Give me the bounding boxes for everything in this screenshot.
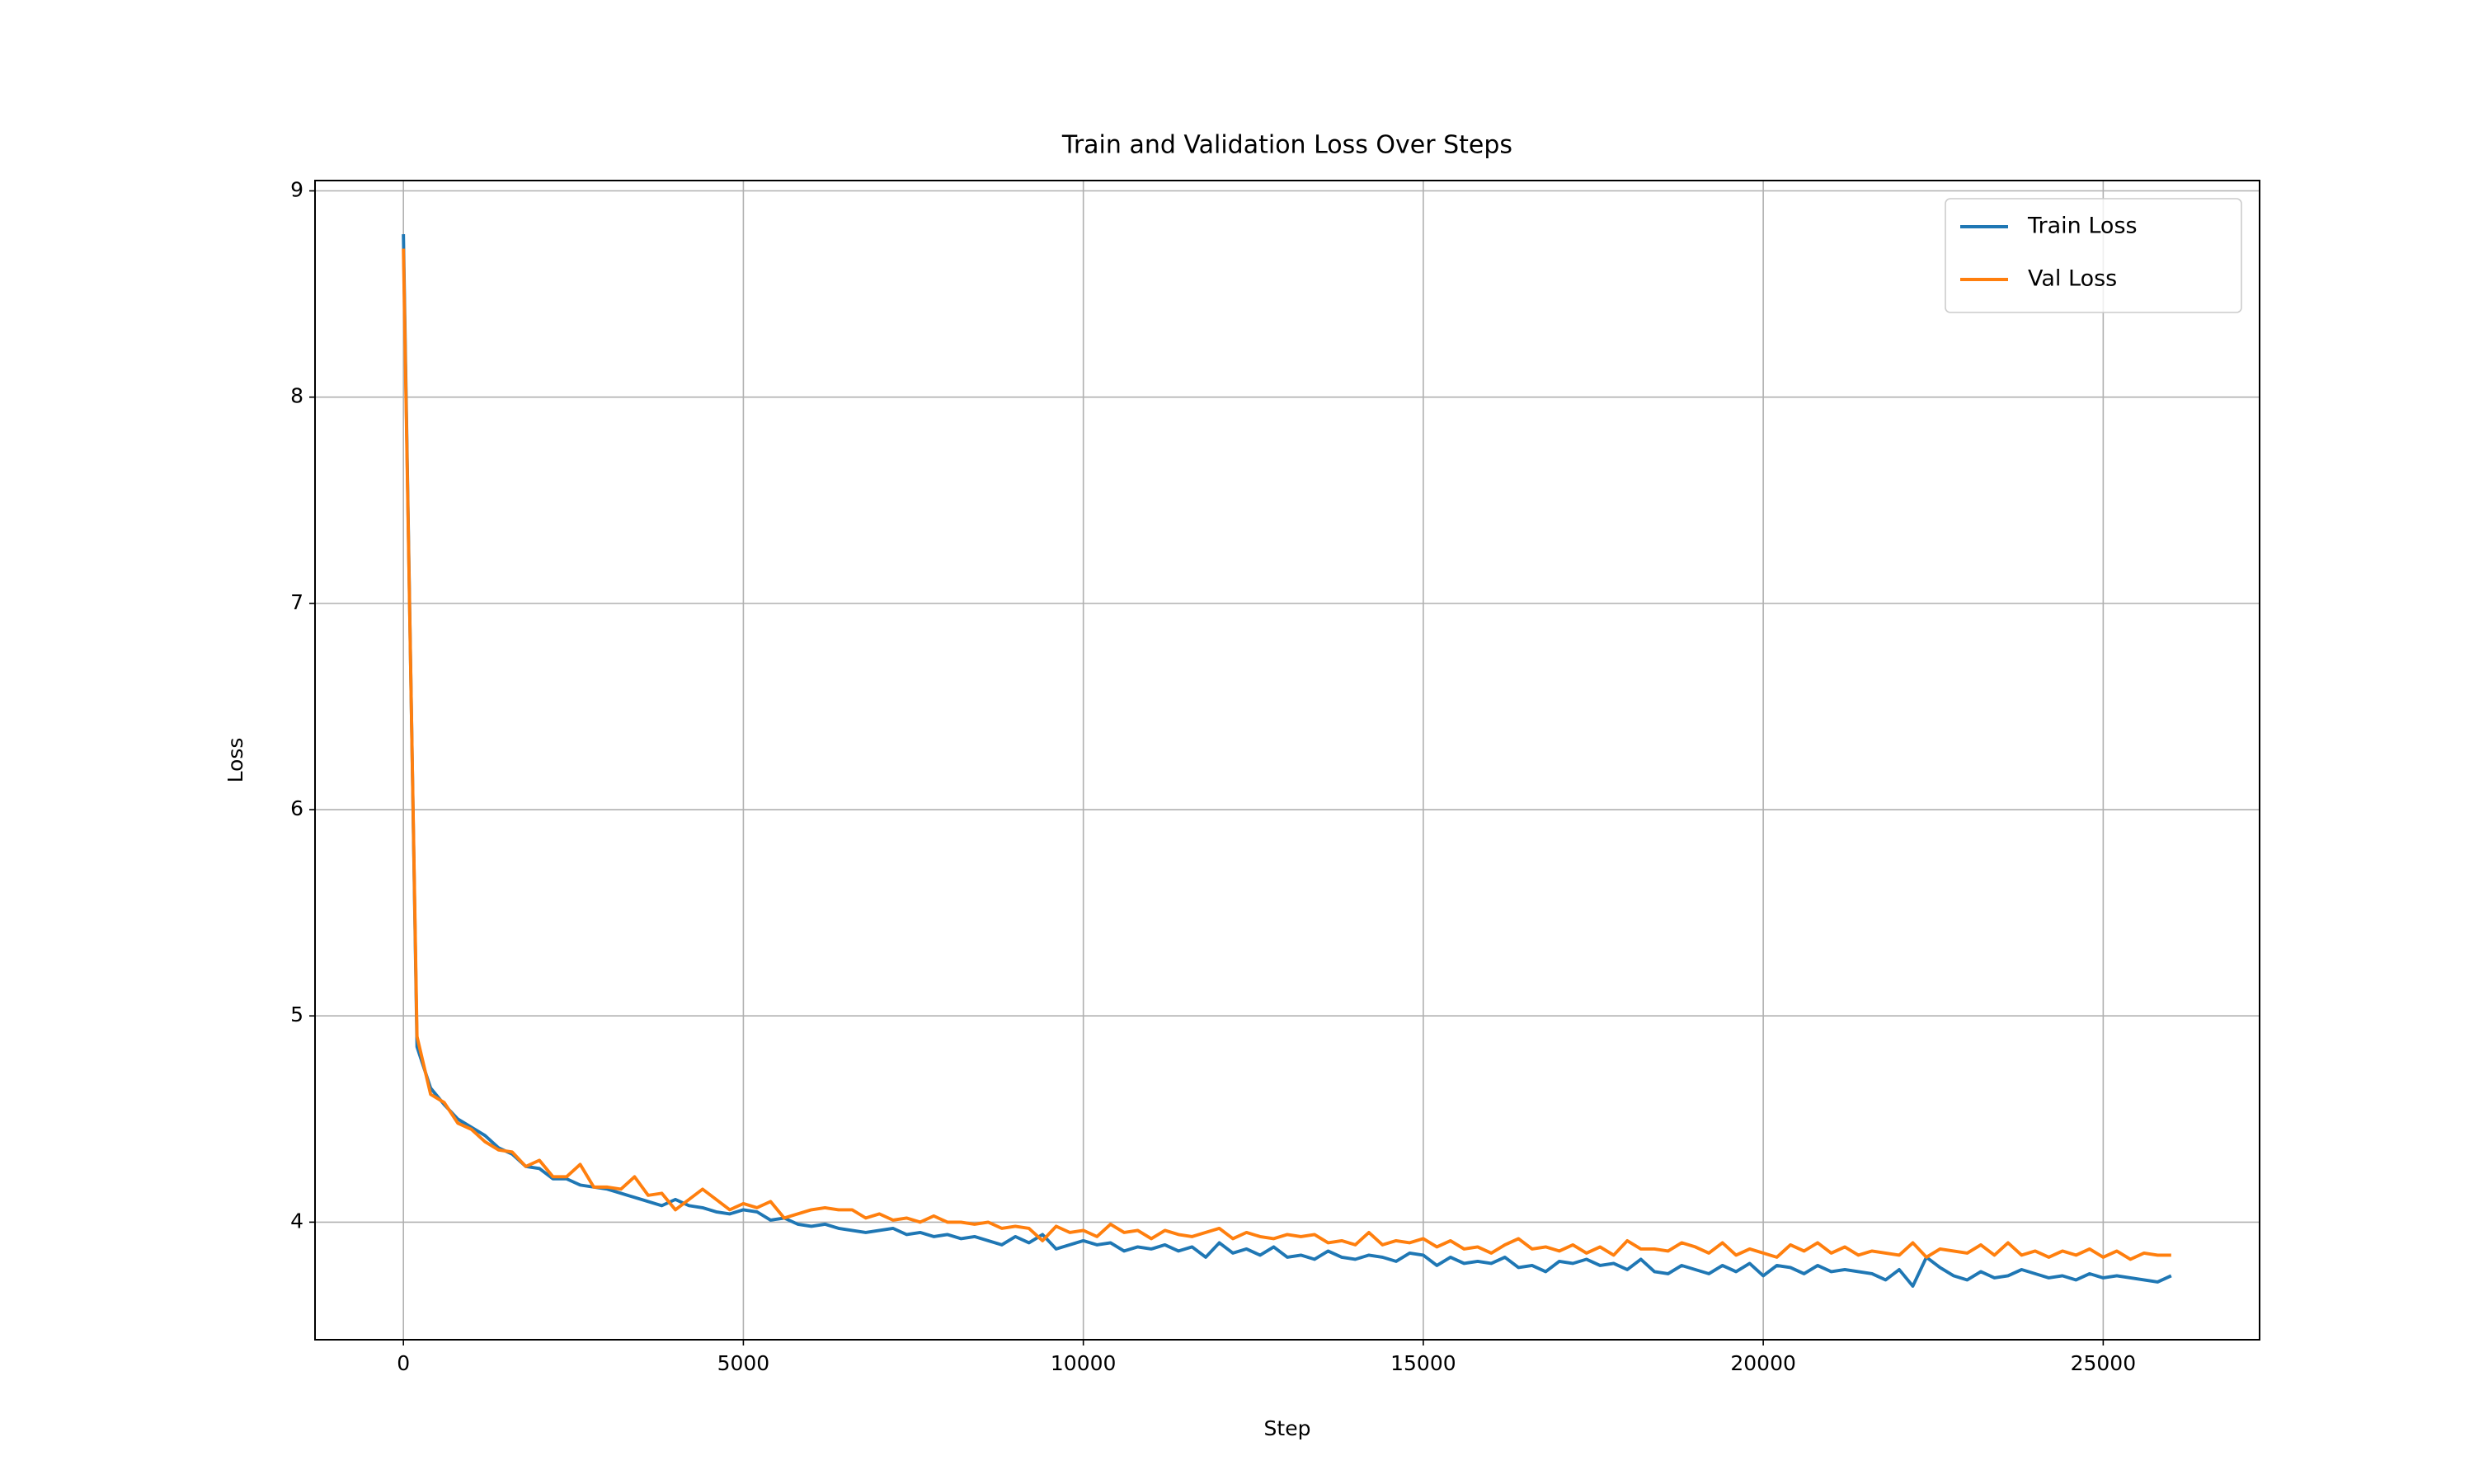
legend-label: Val Loss [2028, 266, 2117, 292]
x-tick-label: 25000 [2071, 1351, 2137, 1375]
plot-lines [402, 234, 2172, 1288]
grid [315, 181, 2260, 1340]
y-tick-label: 4 [290, 1209, 303, 1233]
x-tick-label: 15000 [1390, 1351, 1456, 1375]
x-tick-label: 5000 [717, 1351, 770, 1375]
x-tick-label: 0 [397, 1351, 410, 1375]
legend: Train Loss Val Loss [1945, 198, 2242, 313]
y-tick-label: 9 [290, 178, 303, 202]
y-tick-label: 7 [290, 590, 303, 614]
legend-label: Train Loss [2027, 214, 2138, 239]
line-series [402, 234, 2172, 1288]
x-tick-label: 20000 [1730, 1351, 1796, 1375]
y-tick-label: 6 [290, 796, 303, 820]
x-axis-label: Step [1264, 1416, 1311, 1440]
chart-title: Train and Validation Loss Over Steps [1061, 131, 1512, 160]
axes-frame [314, 180, 2260, 1341]
ticks: 0 5000 10000 15000 20000 25000 4 5 6 7 8 9 [290, 178, 2136, 1375]
y-tick-label: 8 [290, 384, 303, 408]
legend-box [1945, 198, 2242, 313]
line-series [402, 248, 2171, 1261]
y-axis-label: Loss [223, 738, 247, 783]
y-tick-label: 5 [290, 1003, 303, 1026]
x-tick-label: 10000 [1051, 1351, 1117, 1375]
